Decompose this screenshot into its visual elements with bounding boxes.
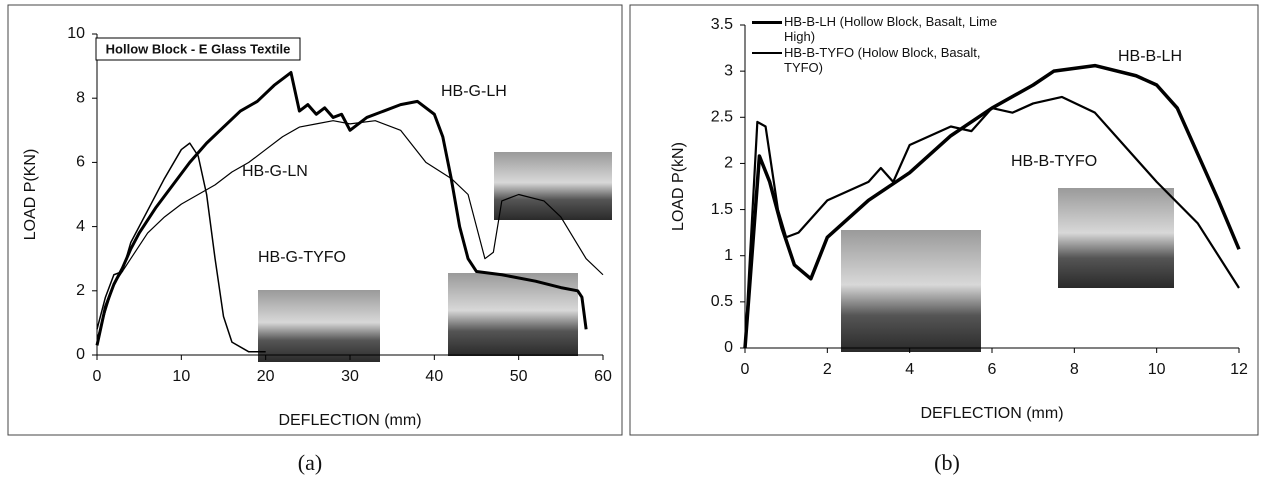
series-label: HB-G-LN	[242, 163, 308, 180]
x-tick-label: 12	[1230, 361, 1248, 378]
x-axis-label: DEFLECTION (mm)	[920, 405, 1063, 422]
panel-frame	[629, 4, 1259, 436]
data-line	[95, 71, 588, 346]
y-axis-label: LOAD P(kN)	[670, 142, 687, 231]
y-axis-label: LOAD P(KN)	[22, 149, 39, 241]
y-tick-label: 0	[724, 339, 733, 356]
x-tick-label: 2	[823, 361, 832, 378]
y-tick-label: 2	[76, 282, 85, 299]
x-tick-label: 20	[257, 368, 275, 385]
legend-swatch	[752, 21, 782, 24]
legend-swatch	[752, 52, 782, 54]
series-label: HB-G-TYFO	[258, 249, 346, 266]
x-tick-label: 30	[341, 368, 359, 385]
y-tick-label: 3	[724, 62, 733, 79]
y-tick-label: 2	[724, 155, 733, 172]
series-label: HB-G-LH	[441, 83, 507, 100]
x-tick-label: 60	[594, 368, 612, 385]
y-tick-label: 4	[76, 218, 85, 235]
x-tick-label: 4	[905, 361, 914, 378]
legend-entry: HB-B-LH (Hollow Block, Basalt, Lime High…	[752, 14, 1014, 44]
data-line	[743, 95, 1240, 349]
x-tick-label: 50	[510, 368, 528, 385]
x-tick-label: 0	[741, 361, 750, 378]
legend-label: HB-B-LH (Hollow Block, Basalt, Lime High…	[784, 14, 998, 44]
y-tick-label: 1.5	[711, 201, 733, 218]
data-line	[96, 120, 604, 340]
title-box	[95, 37, 301, 61]
legend-entry: HB-B-TYFO (Holow Block, Basalt, TYFO)	[752, 45, 1014, 75]
caption: (a)	[298, 450, 322, 475]
photo-inset	[841, 230, 981, 352]
photo-inset	[1058, 188, 1174, 288]
x-axis-label: DEFLECTION (mm)	[278, 412, 421, 429]
y-tick-label: 0.5	[711, 293, 733, 310]
y-tick-label: 8	[76, 89, 85, 106]
photo-inset	[448, 273, 578, 356]
chart-title: Hollow Block - E Glass Textile	[106, 41, 291, 56]
caption: (b)	[934, 450, 960, 475]
panel-frame	[7, 4, 623, 436]
y-tick-label: 0	[76, 346, 85, 363]
annotation: HB-B-TYFO	[1011, 153, 1097, 170]
y-tick-label: 3.5	[711, 16, 733, 33]
photo-inset	[258, 290, 380, 362]
x-tick-label: 8	[1070, 361, 1079, 378]
legend-label: HB-B-TYFO (Holow Block, Basalt, TYFO)	[784, 45, 981, 75]
data-line	[96, 142, 266, 353]
y-tick-label: 6	[76, 154, 85, 171]
y-tick-label: 10	[67, 25, 85, 42]
y-tick-label: 2.5	[711, 109, 733, 126]
x-tick-label: 10	[1148, 361, 1166, 378]
annotation: HB-B-LH	[1118, 48, 1182, 65]
x-tick-label: 40	[425, 368, 443, 385]
x-tick-label: 0	[93, 368, 102, 385]
x-tick-label: 6	[988, 361, 997, 378]
y-tick-label: 1	[724, 247, 733, 264]
x-tick-label: 10	[172, 368, 190, 385]
legend: HB-B-LH (Hollow Block, Basalt, Lime High…	[752, 14, 1014, 76]
photo-inset	[494, 152, 612, 220]
